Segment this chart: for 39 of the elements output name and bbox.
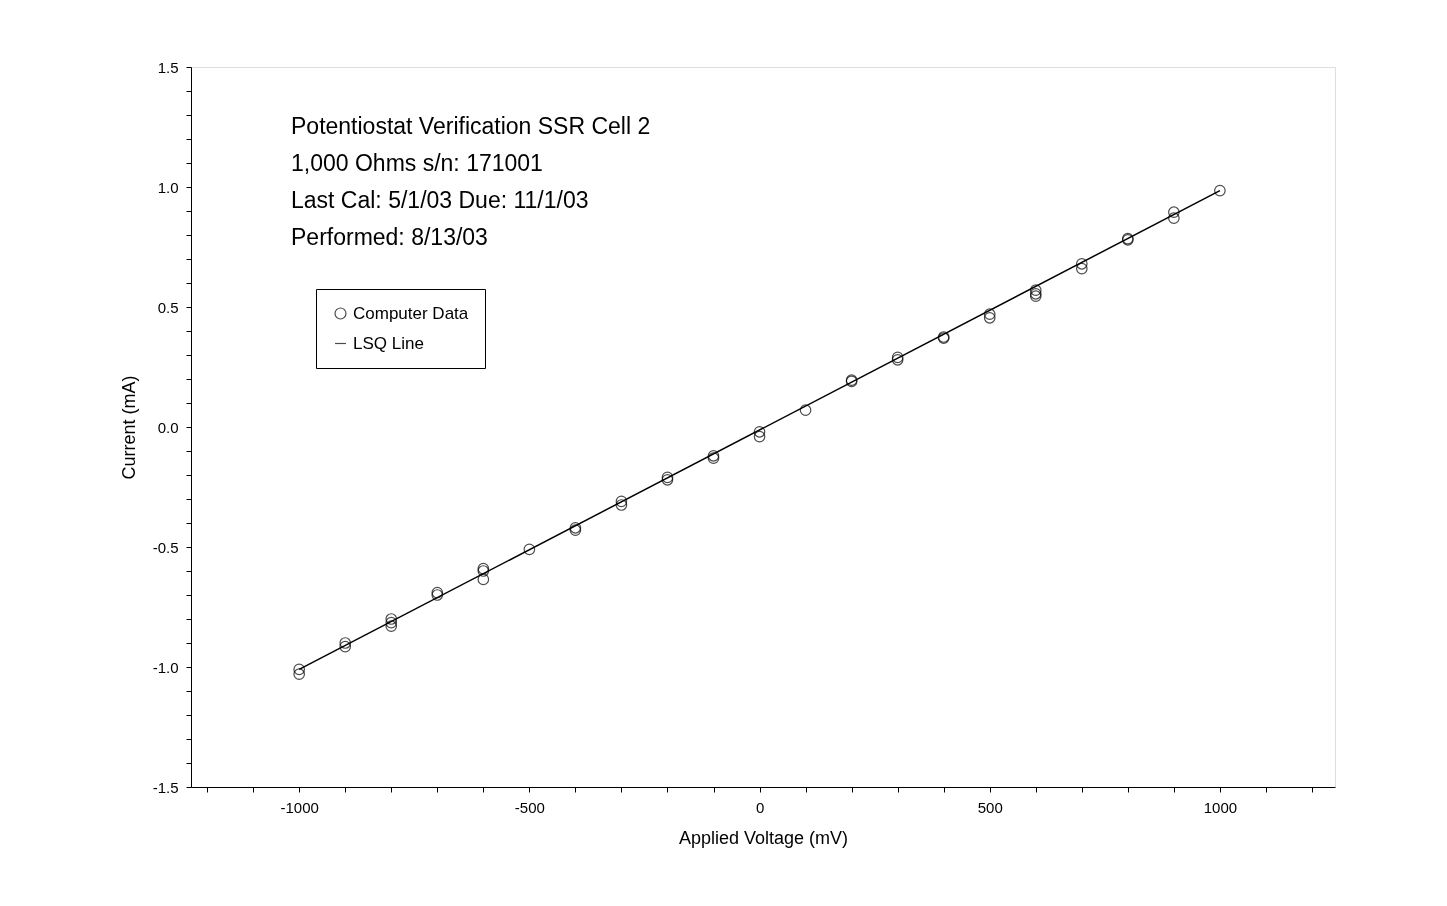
point <box>799 404 812 417</box>
point <box>753 430 766 443</box>
y-tick-label: 0.5 <box>157 298 179 316</box>
y-tick-label: -0.5 <box>152 538 179 556</box>
point <box>1168 206 1180 219</box>
y-tick-label: 0.0 <box>157 418 179 436</box>
x-tick-label: -1000 <box>280 798 319 816</box>
point <box>477 573 490 586</box>
point <box>753 425 766 438</box>
x-tick-label: 500 <box>977 798 1003 816</box>
x-tick-label: 0 <box>755 798 765 816</box>
text: Potentiostat Verification SSR Cell 2 <box>291 113 651 139</box>
point <box>293 663 306 676</box>
point <box>1075 257 1088 270</box>
point <box>339 637 352 649</box>
point <box>1168 212 1180 225</box>
y-tick-label: 1.0 <box>157 178 179 196</box>
legend-label: Computer Data <box>353 303 469 323</box>
annotation: Last Cal: 5/1/03 Due: 11/1/03 <box>291 187 589 213</box>
legend-label: LSQ Line <box>353 333 424 353</box>
point <box>615 495 628 508</box>
point <box>339 640 352 653</box>
x-tick-label: -500 <box>514 798 545 816</box>
point <box>615 499 628 511</box>
y-axis-title: Current (mA) <box>118 375 139 480</box>
annotation: Performed: 8/13/03 <box>291 224 488 250</box>
point <box>293 668 306 681</box>
point <box>1075 262 1088 275</box>
point <box>523 543 536 556</box>
point <box>385 616 398 629</box>
annotation: 1,000 Ohms s/n: 171001 <box>291 150 543 176</box>
point <box>1214 184 1226 197</box>
point <box>385 620 398 633</box>
y-tick-label: -1.0 <box>152 658 179 676</box>
y-tick-label: -1.5 <box>152 778 179 796</box>
x-tick-label: 1000 <box>1203 798 1238 816</box>
y-tick-label: 1.5 <box>157 58 179 76</box>
point <box>385 613 398 625</box>
x-axis-title: Applied Voltage (mV) <box>678 827 849 848</box>
